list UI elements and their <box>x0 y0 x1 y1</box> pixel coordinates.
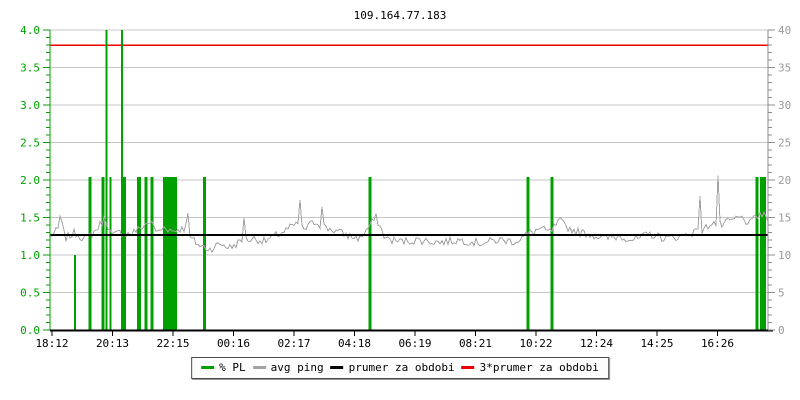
left-axis-label: 2.0 <box>20 174 40 187</box>
legend-item-prumer: prumer za obdobi <box>330 361 455 374</box>
x-axis-label: 06:19 <box>398 337 431 350</box>
packet-loss-bar <box>526 177 530 330</box>
packet-loss-bar <box>755 177 759 330</box>
packet-loss-bar <box>74 255 77 330</box>
packet-loss-bar <box>101 177 105 330</box>
left-axis-label: 3.0 <box>20 99 40 112</box>
avg-ping-swatch-icon <box>252 366 266 369</box>
right-axis-label: 10 <box>778 249 791 262</box>
prumer-swatch-icon <box>330 366 344 369</box>
x-axis-label: 10:22 <box>519 337 552 350</box>
right-axis-label: 35 <box>778 62 791 75</box>
packet-loss-bar <box>105 30 108 330</box>
legend: % PL avg ping prumer za obdobi 3*prumer … <box>191 357 609 379</box>
packet-loss-bar <box>760 177 766 330</box>
left-axis-label: 0.0 <box>20 324 40 337</box>
packet-loss-bar <box>137 177 141 330</box>
x-axis-label: 18:12 <box>35 337 68 350</box>
x-axis-label: 20:13 <box>96 337 129 350</box>
right-axis-label: 0 <box>778 324 785 337</box>
packet-loss-bar <box>123 177 127 330</box>
packet-loss-bar <box>202 177 206 330</box>
left-axis-label: 1.0 <box>20 249 40 262</box>
legend-label-avg-ping: avg ping <box>270 361 324 374</box>
packet-loss-bar <box>120 30 123 330</box>
packet-loss-bar <box>368 177 372 330</box>
packet-loss-bar <box>162 177 177 330</box>
left-axis-label: 0.5 <box>20 287 40 300</box>
packet-loss-bar <box>109 177 112 330</box>
right-axis-label: 25 <box>778 137 791 150</box>
right-axis-label: 30 <box>778 99 791 112</box>
chart-title: 109.164.77.183 <box>353 9 447 22</box>
packet-loss-bar <box>88 177 92 330</box>
right-axis-label: 40 <box>778 24 791 37</box>
x-axis-label: 04:18 <box>338 337 371 350</box>
right-axis-label: 15 <box>778 212 791 225</box>
legend-item-avg-ping: avg ping <box>252 361 324 374</box>
left-axis-label: 2.5 <box>20 137 40 150</box>
x-axis-label: 08:21 <box>459 337 492 350</box>
packet-loss-bar <box>150 177 154 330</box>
x-axis-label: 16:26 <box>701 337 734 350</box>
packet-loss-bar <box>144 177 148 330</box>
prumer3-swatch-icon <box>461 366 475 369</box>
legend-label-prumer: prumer za obdobi <box>348 361 455 374</box>
left-axis-label: 1.5 <box>20 212 40 225</box>
pl-swatch-icon <box>201 366 215 369</box>
avg-ping-line <box>49 175 769 254</box>
legend-label-pl: % PL <box>219 361 246 374</box>
left-axis-label: 4.0 <box>20 24 40 37</box>
x-axis-label: 00:16 <box>217 337 250 350</box>
right-axis-label: 5 <box>778 287 785 300</box>
x-axis-label: 22:15 <box>156 337 189 350</box>
x-axis-label: 14:25 <box>640 337 673 350</box>
legend-item-pl: % PL <box>201 361 246 374</box>
x-axis-label: 02:17 <box>277 337 310 350</box>
legend-item-prumer3: 3*prumer za obdobi <box>461 361 599 374</box>
legend-label-prumer3: 3*prumer za obdobi <box>479 361 599 374</box>
left-axis-label: 3.5 <box>20 62 40 75</box>
right-axis-label: 20 <box>778 174 791 187</box>
x-axis-label: 12:24 <box>580 337 613 350</box>
packet-loss-bar <box>550 177 554 330</box>
